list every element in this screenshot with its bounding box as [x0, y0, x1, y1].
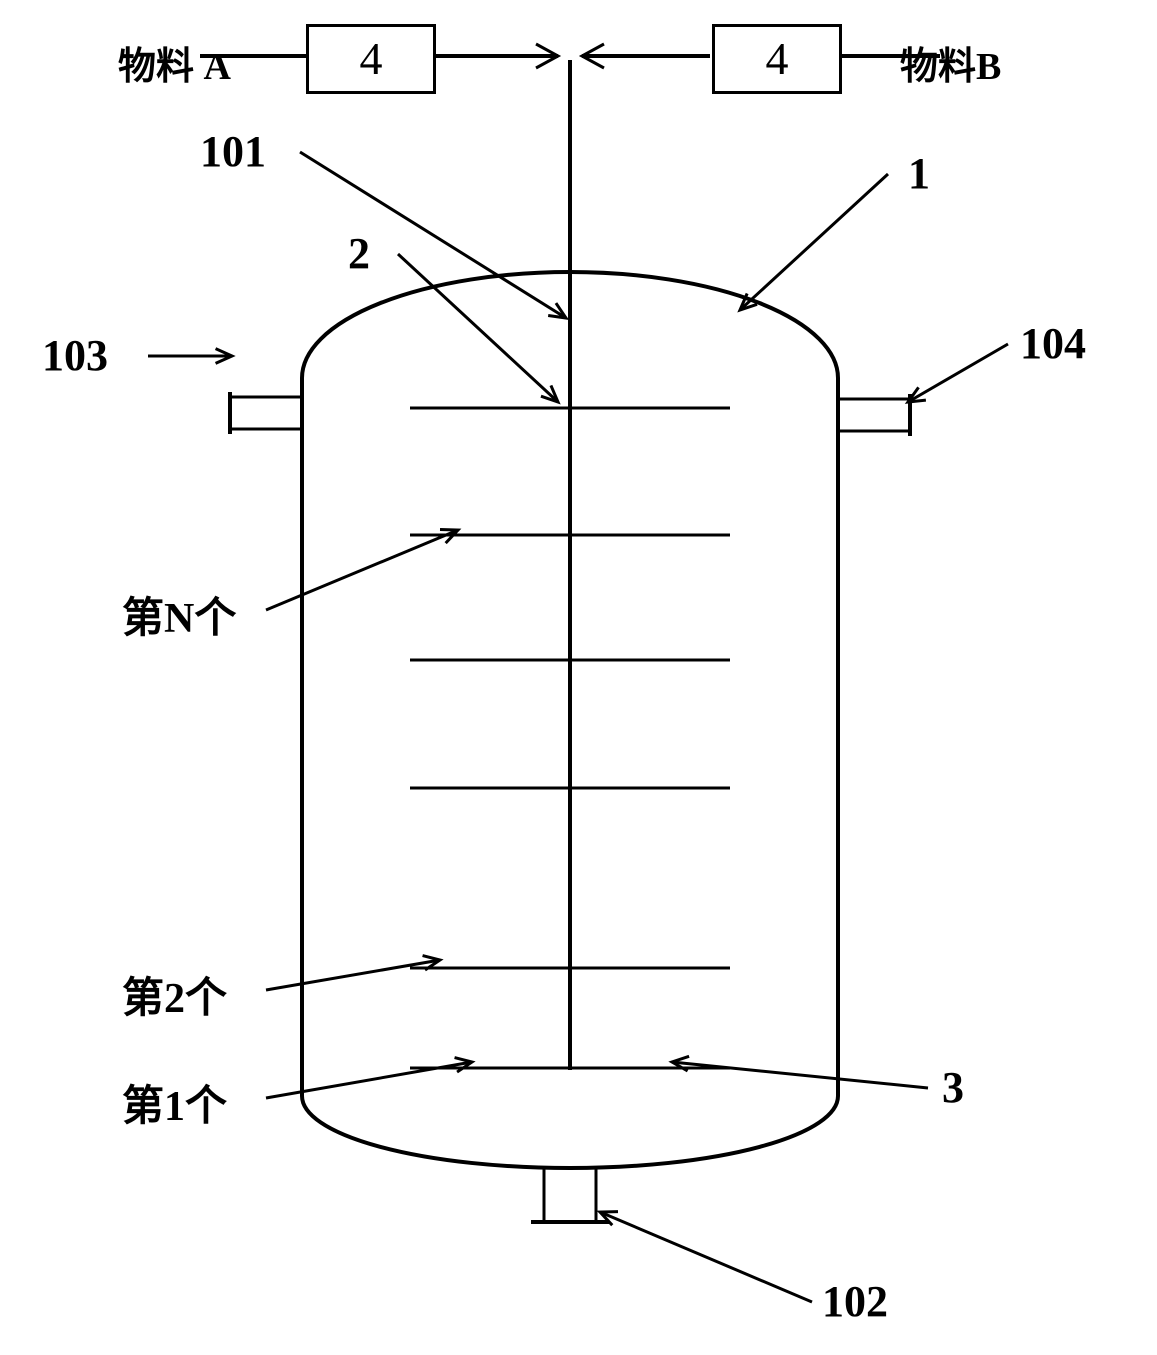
label-2: 2: [348, 228, 370, 279]
label-Nth: 第N个: [122, 584, 236, 645]
label-material-b: 物料B: [900, 35, 1001, 90]
label-101: 101: [200, 126, 266, 177]
flowmeter-box-right: 4: [712, 24, 842, 94]
label-102: 102: [822, 1276, 888, 1327]
label-2nd: 第2个: [122, 964, 227, 1025]
label-material-a: 物料 A: [118, 35, 231, 90]
label-1st: 第1个: [122, 1072, 227, 1133]
label-103: 103: [42, 330, 108, 381]
label-3: 3: [942, 1062, 964, 1113]
flowmeter-box-left: 4: [306, 24, 436, 94]
label-1: 1: [908, 148, 930, 199]
label-104: 104: [1020, 318, 1086, 369]
vessel-diagram: [0, 0, 1157, 1355]
